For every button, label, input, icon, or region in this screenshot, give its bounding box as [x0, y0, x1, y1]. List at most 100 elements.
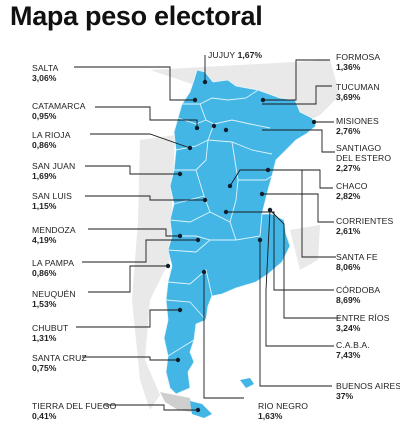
- label-buenos-aires-name: BUENOS AIRES: [336, 381, 400, 391]
- label-catamarca-name: CATAMARCA: [32, 101, 86, 111]
- label-chubut-name: CHUBUT: [32, 323, 69, 333]
- label-misiones-pct: 2,76%: [336, 126, 361, 136]
- label-jujuy-pct: 1,67%: [237, 50, 263, 60]
- label-la-rioja: LA RIOJA 0,86%: [32, 130, 71, 150]
- label-salta: SALTA 3,06%: [32, 63, 58, 83]
- leader-santa-fe: [229, 169, 336, 258]
- tierra-del-fuego-shape: [190, 401, 212, 418]
- leader-neuquen: [88, 265, 168, 293]
- leader-corrientes: [262, 193, 334, 223]
- label-entre-rios: ENTRE RÍOS 3,24%: [336, 313, 390, 333]
- label-la-rioja-name: LA RIOJA: [32, 130, 71, 140]
- dot-santa-fe: [227, 183, 233, 189]
- label-rio-negro-pct: 1,63%: [258, 411, 283, 421]
- label-jujuy: JUJUY 1,67%: [208, 50, 262, 60]
- label-neuquen-name: NEUQUÉN: [32, 289, 76, 299]
- label-cordoba-pct: 8,69%: [336, 295, 361, 305]
- dot-mendoza: [177, 233, 183, 239]
- label-santa-cruz: SANTA CRUZ 0,75%: [32, 353, 87, 373]
- label-cordoba: CÓRDOBA 8,69%: [336, 285, 380, 305]
- label-salta-name: SALTA: [32, 63, 59, 73]
- leader-rio-negro: [203, 272, 244, 399]
- label-santa-fe: SANTA FE 8,06%: [336, 252, 378, 272]
- label-formosa-pct: 1,36%: [336, 62, 361, 72]
- label-mendoza-name: MENDOZA: [32, 225, 76, 235]
- label-caba: C.A.B.A. 7,43%: [336, 340, 370, 360]
- leader-formosa: [263, 59, 330, 101]
- dot-buenos-aires: [257, 237, 263, 243]
- neighbor-land-shape: [132, 60, 340, 410]
- dot-misiones: [311, 119, 317, 125]
- label-san-juan: SAN JUAN 1,69%: [32, 161, 75, 181]
- label-entre-rios-name: ENTRE RÍOS: [336, 313, 390, 323]
- dot-salta: [192, 97, 198, 103]
- label-tierra-del-fuego-name: TIERRA DEL FUEGO: [32, 401, 117, 411]
- leader-santa-cruz: [82, 356, 178, 361]
- label-santiago-name-2: DEL ESTERO: [336, 153, 392, 163]
- leader-santiago: [262, 129, 335, 153]
- dot-la-pampa: [195, 237, 201, 243]
- label-san-luis-pct: 1,15%: [32, 201, 57, 211]
- leader-chubut: [76, 309, 180, 328]
- leader-buenos-aires: [259, 240, 332, 387]
- leader-la-rioja: [90, 133, 191, 149]
- label-formosa-name: FORMOSA: [336, 52, 381, 62]
- label-catamarca: CATAMARCA 0,95%: [32, 101, 86, 121]
- leader-salta: [74, 66, 195, 101]
- label-neuquen: NEUQUÉN 1,53%: [32, 289, 76, 309]
- label-santiago: SANTIAGO DEL ESTERO 2,27%: [336, 143, 391, 173]
- dot-tierra-del-fuego: [195, 407, 201, 413]
- label-cordoba-name: CÓRDOBA: [336, 285, 381, 295]
- dot-neuquen: [165, 263, 171, 269]
- label-catamarca-pct: 0,95%: [32, 111, 57, 121]
- label-salta-pct: 3,06%: [32, 73, 57, 83]
- dot-santiago: [223, 127, 229, 133]
- label-chaco: CHACO 2,82%: [336, 181, 368, 201]
- dot-san-luis: [202, 197, 208, 203]
- label-santa-cruz-name: SANTA CRUZ: [32, 353, 87, 363]
- label-santiago-pct: 2,27%: [336, 163, 361, 173]
- dot-tucuman: [211, 123, 217, 129]
- dot-chubut: [177, 307, 183, 313]
- leader-la-pampa: [82, 239, 198, 263]
- label-tucuman-pct: 3,69%: [336, 92, 361, 102]
- label-mendoza: MENDOZA 4,19%: [32, 225, 76, 245]
- label-santa-fe-name: SANTA FE: [336, 252, 378, 262]
- leader-catamarca: [95, 106, 198, 128]
- province-borders: [165, 89, 273, 357]
- label-santiago-name-1: SANTIAGO: [336, 143, 382, 153]
- leader-tierra-del-fuego: [104, 404, 198, 411]
- leader-entre-rios: [269, 209, 340, 319]
- dot-jujuy: [202, 79, 208, 85]
- islands-shape: [240, 378, 254, 388]
- label-misiones: MISIONES 2,76%: [336, 116, 379, 136]
- label-san-juan-name: SAN JUAN: [32, 161, 76, 171]
- label-corrientes-name: CORRIENTES: [336, 216, 394, 226]
- neighbor-tdf-shape: [160, 392, 192, 412]
- label-tierra-del-fuego: TIERRA DEL FUEGO 0,41%: [32, 401, 116, 421]
- dot-chaco: [265, 167, 271, 173]
- label-corrientes: CORRIENTES 2,61%: [336, 216, 393, 236]
- label-chaco-pct: 2,82%: [336, 191, 361, 201]
- label-la-pampa-pct: 0,86%: [32, 268, 57, 278]
- dot-catamarca: [194, 125, 200, 131]
- leader-tucuman: [262, 85, 332, 105]
- dot-corrientes: [259, 191, 265, 197]
- label-santa-fe-pct: 8,06%: [336, 262, 361, 272]
- dot-entre-rios: [267, 207, 273, 213]
- label-santa-cruz-pct: 0,75%: [32, 363, 57, 373]
- page-title: Mapa peso electoral: [10, 1, 263, 31]
- label-san-luis: SAN LUIS 1,15%: [32, 191, 72, 211]
- leader-chaco: [268, 169, 333, 189]
- label-misiones-name: MISIONES: [336, 116, 379, 126]
- province-dots: [165, 79, 317, 413]
- label-chubut: CHUBUT 1,31%: [32, 323, 68, 343]
- dot-cordoba: [223, 209, 229, 215]
- dot-formosa: [260, 97, 266, 103]
- label-neuquen-pct: 1,53%: [32, 299, 57, 309]
- label-la-rioja-pct: 0,86%: [32, 140, 57, 150]
- label-corrientes-pct: 2,61%: [336, 226, 361, 236]
- label-formosa: FORMOSA 1,36%: [336, 52, 380, 72]
- label-entre-rios-pct: 3,24%: [336, 323, 361, 333]
